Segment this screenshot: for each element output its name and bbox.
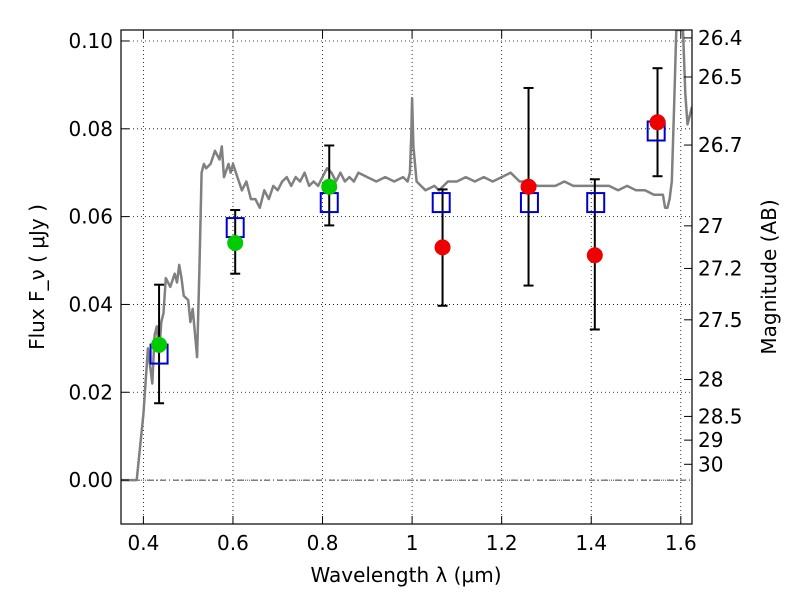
non-detection-point [586,247,603,264]
y-tick-label: 0.00 [68,468,113,492]
y-tick-label: 0.02 [68,380,113,404]
right-tick-label: 30 [698,452,723,476]
x-tick-label: 0.8 [307,531,339,555]
non-detection-point [520,178,537,195]
right-tick-label: 27.2 [698,256,743,280]
x-tick-label: 1.6 [665,531,697,555]
y-tick-label: 0.06 [68,205,113,229]
right-tick-label: 27.5 [698,308,743,332]
right-tick-label: 29 [698,428,723,452]
y-tick-label: 0.08 [68,117,113,141]
x-tick-label: 0.6 [217,531,249,555]
y-axis-label: Flux F_ν ( μJy ) [25,204,49,350]
x-tick-label: 0.4 [127,531,159,555]
x-tick-label: 1.2 [486,531,518,555]
non-detection-point [649,114,666,131]
x-axis-label: Wavelength λ (μm) [310,563,501,587]
detection-point [321,178,338,195]
x-tick-label: 1 [406,531,419,555]
y-tick-label: 0.04 [68,292,113,316]
right-tick-label: 26.7 [698,133,743,157]
right-tick-label: 26.5 [698,65,743,89]
detection-point [151,336,168,353]
y-tick-label: 0.10 [68,29,113,53]
model-photometry-square [431,192,451,214]
sed-model-line [121,30,692,482]
series-layer [121,30,692,482]
right-tick-label: 28 [698,368,723,392]
right-tick-label: 27 [698,214,723,238]
plot-frame [120,29,693,525]
detection-point [227,234,244,251]
non-detection-point [434,239,451,256]
markers [149,114,666,365]
right-tick-label: 28.5 [698,404,743,428]
plot-background [121,30,692,524]
model-photometry-square [586,192,606,214]
right-axis-label: Magnitude (AB) [757,199,781,354]
right-tick-label: 26.4 [698,26,743,50]
x-tick-label: 1.4 [575,531,607,555]
ticks: 0.4 0.6 0.8 1 1.2 1.4 1.6 0.00 0.02 0.04 0.06 0.08 0… [68,26,742,555]
